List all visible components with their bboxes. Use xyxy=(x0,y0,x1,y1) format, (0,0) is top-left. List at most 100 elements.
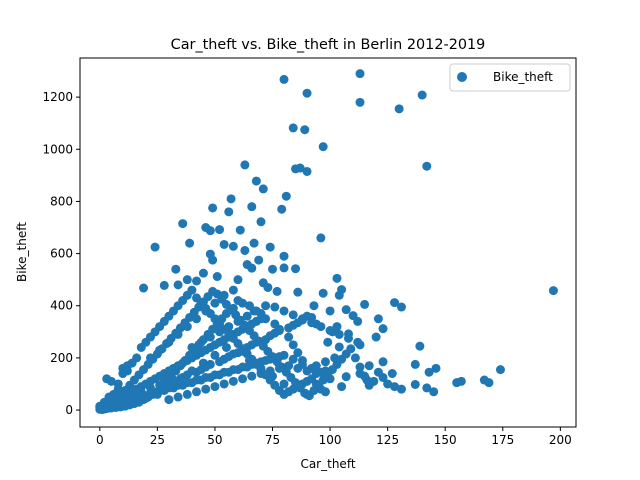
data-point xyxy=(127,393,137,403)
data-point xyxy=(265,354,275,364)
data-point xyxy=(334,329,344,339)
y-tick-label: 200 xyxy=(50,351,73,365)
data-point xyxy=(201,384,211,394)
data-point xyxy=(261,301,271,311)
data-point xyxy=(159,280,169,290)
data-point xyxy=(247,359,257,369)
data-point xyxy=(178,219,188,229)
x-tick-label: 25 xyxy=(150,433,165,447)
data-point xyxy=(205,226,215,236)
data-point xyxy=(233,296,243,306)
x-tick-label: 100 xyxy=(319,433,342,447)
y-tick-label: 1200 xyxy=(42,90,73,104)
data-point xyxy=(256,369,266,379)
data-point xyxy=(210,350,220,360)
data-point xyxy=(256,217,266,227)
y-tick-label: 600 xyxy=(50,247,73,261)
data-point xyxy=(353,316,363,326)
data-point xyxy=(205,359,215,369)
data-point xyxy=(185,238,195,248)
data-point xyxy=(219,239,229,249)
data-point xyxy=(256,314,266,324)
data-point xyxy=(192,314,202,324)
data-point xyxy=(256,357,266,367)
legend-box xyxy=(449,63,571,92)
data-point xyxy=(415,341,425,351)
data-point xyxy=(429,387,439,397)
data-point xyxy=(371,332,381,342)
data-point xyxy=(284,361,294,371)
data-point xyxy=(192,276,202,286)
chart-title: Car_theft vs. Bike_theft in Berlin 2012-… xyxy=(171,37,486,53)
data-point xyxy=(456,376,466,386)
data-point xyxy=(270,302,280,312)
y-axis-label: Bike_theft xyxy=(15,222,29,282)
y-tick-label: 0 xyxy=(65,403,73,417)
data-point xyxy=(201,372,211,382)
axes-group: 0 25 50 75 100 125 150 175 200 0 200 400 600 800 1000 1… xyxy=(42,57,577,447)
data-point xyxy=(182,322,192,332)
data-point xyxy=(288,340,298,350)
data-point xyxy=(272,286,282,296)
data-point xyxy=(355,97,365,107)
data-point xyxy=(330,353,340,363)
x-tick-label: 0 xyxy=(96,433,104,447)
data-point xyxy=(270,319,280,329)
x-tick-label: 200 xyxy=(549,433,572,447)
data-point xyxy=(247,371,257,381)
data-point xyxy=(424,367,434,377)
data-point xyxy=(355,362,365,372)
data-point xyxy=(390,382,400,392)
data-point xyxy=(316,367,326,377)
data-point xyxy=(396,384,406,394)
data-point xyxy=(274,326,284,336)
data-point xyxy=(238,362,248,372)
y-tick-label: 800 xyxy=(50,194,73,208)
data-point xyxy=(228,349,238,359)
data-point xyxy=(201,306,211,316)
data-point xyxy=(219,379,229,389)
data-point xyxy=(106,376,116,386)
data-point xyxy=(422,383,432,393)
data-point xyxy=(122,366,132,376)
data-point xyxy=(293,348,303,358)
data-point xyxy=(205,332,215,342)
data-point xyxy=(422,161,432,171)
legend: Bike_theft xyxy=(449,63,571,92)
data-point xyxy=(210,382,220,392)
x-axis-label: Car_theft xyxy=(300,457,355,471)
data-point xyxy=(113,384,123,394)
data-point xyxy=(240,160,250,170)
data-point xyxy=(251,176,261,186)
x-tick-label: 150 xyxy=(434,433,457,447)
data-point xyxy=(293,363,303,373)
data-point xyxy=(187,342,197,352)
data-point xyxy=(484,378,494,388)
data-point xyxy=(353,337,363,347)
data-point xyxy=(215,225,225,235)
data-point xyxy=(268,264,278,274)
data-point xyxy=(316,322,326,332)
data-point xyxy=(192,387,202,397)
data-point xyxy=(155,385,165,395)
data-point xyxy=(307,318,317,328)
x-tick-label: 75 xyxy=(265,433,280,447)
data-point xyxy=(235,225,245,235)
data-point xyxy=(360,299,370,309)
data-point xyxy=(341,305,351,315)
data-point xyxy=(228,285,238,295)
data-point xyxy=(334,290,344,300)
data-point xyxy=(355,69,365,79)
data-point xyxy=(281,191,291,201)
data-point xyxy=(242,311,252,321)
y-tick-label: 1000 xyxy=(42,142,73,156)
data-point xyxy=(410,379,420,389)
data-point xyxy=(279,74,289,84)
data-point xyxy=(145,388,155,398)
data-point xyxy=(394,104,404,114)
data-point xyxy=(173,280,183,290)
data-point xyxy=(320,357,330,367)
data-point xyxy=(320,387,330,397)
